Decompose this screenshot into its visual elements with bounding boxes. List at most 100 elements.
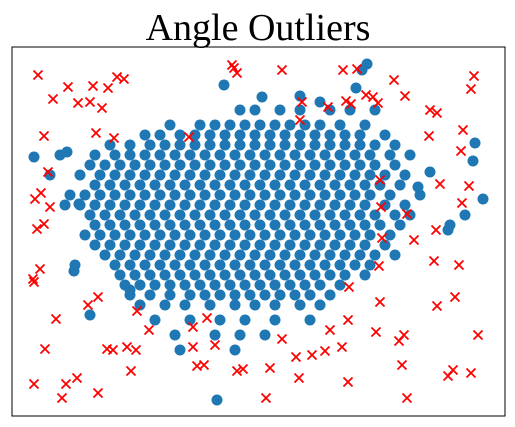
inlier-point [59, 199, 71, 211]
outlier-point [408, 234, 420, 246]
inlier-point [154, 189, 166, 201]
inlier-point [179, 239, 191, 251]
inlier-point [73, 198, 85, 210]
inlier-point [179, 199, 191, 211]
inlier-point [339, 159, 351, 171]
inlier-point [169, 259, 181, 271]
inlier-point [134, 239, 146, 251]
inlier-point [304, 149, 316, 161]
inlier-point [324, 269, 336, 281]
inlier-point [84, 159, 96, 171]
inlier-point [209, 239, 221, 251]
outlier-point [342, 314, 354, 326]
outlier-point [399, 90, 411, 102]
inlier-point [104, 139, 116, 151]
inlier-point [299, 239, 311, 251]
outlier-point [290, 351, 302, 363]
inlier-point [354, 159, 366, 171]
inlier-point [199, 259, 211, 271]
inlier-point [379, 129, 391, 141]
inlier-point [234, 159, 246, 171]
inlier-point [324, 289, 336, 301]
inlier-point [324, 209, 336, 221]
inlier-point [164, 239, 176, 251]
inlier-point [264, 209, 276, 221]
inlier-point [189, 129, 201, 141]
inlier-point [314, 279, 326, 291]
inlier-point [294, 269, 306, 281]
inlier-point [164, 219, 176, 231]
inlier-point [139, 229, 151, 241]
inlier-point [274, 169, 286, 181]
inlier-point [139, 189, 151, 201]
inlier-point [169, 149, 181, 161]
inlier-point [199, 229, 211, 241]
outlier-point [367, 91, 379, 103]
inlier-point [194, 279, 206, 291]
inlier-point [469, 137, 481, 149]
inlier-point [269, 119, 281, 131]
inlier-point [264, 269, 276, 281]
inlier-point [389, 159, 401, 171]
inlier-point [79, 189, 91, 201]
inlier-point [94, 229, 106, 241]
inlier-point [104, 199, 116, 211]
outlier-point [373, 260, 385, 272]
inlier-point [219, 139, 231, 151]
inlier-point [194, 179, 206, 191]
inlier-point [209, 219, 221, 231]
inlier-point [159, 159, 171, 171]
outlier-point [31, 223, 43, 235]
outlier-point [431, 107, 443, 119]
outlier-point [401, 208, 413, 220]
inlier-point [119, 179, 131, 191]
inlier-point [304, 189, 316, 201]
inlier-point [354, 129, 366, 141]
inlier-point [349, 189, 361, 201]
inlier-point [349, 149, 361, 161]
inlier-point [154, 259, 166, 271]
inlier-point [194, 239, 206, 251]
inlier-point [174, 159, 186, 171]
inlier-point [189, 209, 201, 221]
inlier-point [119, 219, 131, 231]
outlier-point [430, 224, 442, 236]
inlier-point [349, 229, 361, 241]
inlier-point [124, 149, 136, 161]
inlier-point [349, 169, 361, 181]
inlier-point [269, 279, 281, 291]
outlier-point [27, 273, 39, 285]
inlier-point [214, 314, 226, 326]
inlier-point [339, 249, 351, 261]
inlier-point [309, 249, 321, 261]
inlier-point [234, 139, 246, 151]
inlier-point [144, 139, 156, 151]
inlier-point [169, 229, 181, 241]
outlier-point [130, 344, 142, 356]
inlier-point [244, 189, 256, 201]
inlier-point [389, 209, 401, 221]
outlier-point [209, 339, 221, 351]
inlier-point [164, 289, 176, 301]
outlier-point [296, 96, 308, 108]
inlier-point [119, 199, 131, 211]
inlier-point [344, 219, 356, 231]
inlier-point [184, 169, 196, 181]
inlier-point [154, 229, 166, 241]
inlier-point [224, 199, 236, 211]
inlier-point [229, 169, 241, 181]
outlier-point [398, 329, 410, 341]
inlier-point [224, 119, 236, 131]
inlier-point [254, 179, 266, 191]
inlier-point [339, 209, 351, 221]
inlier-point [284, 119, 296, 131]
inlier-point [139, 149, 151, 161]
inlier-point [324, 159, 336, 171]
inlier-point [159, 269, 171, 281]
inlier-point [219, 159, 231, 171]
inlier-point [61, 146, 73, 158]
outlier-point [87, 80, 99, 92]
inlier-point [309, 159, 321, 171]
